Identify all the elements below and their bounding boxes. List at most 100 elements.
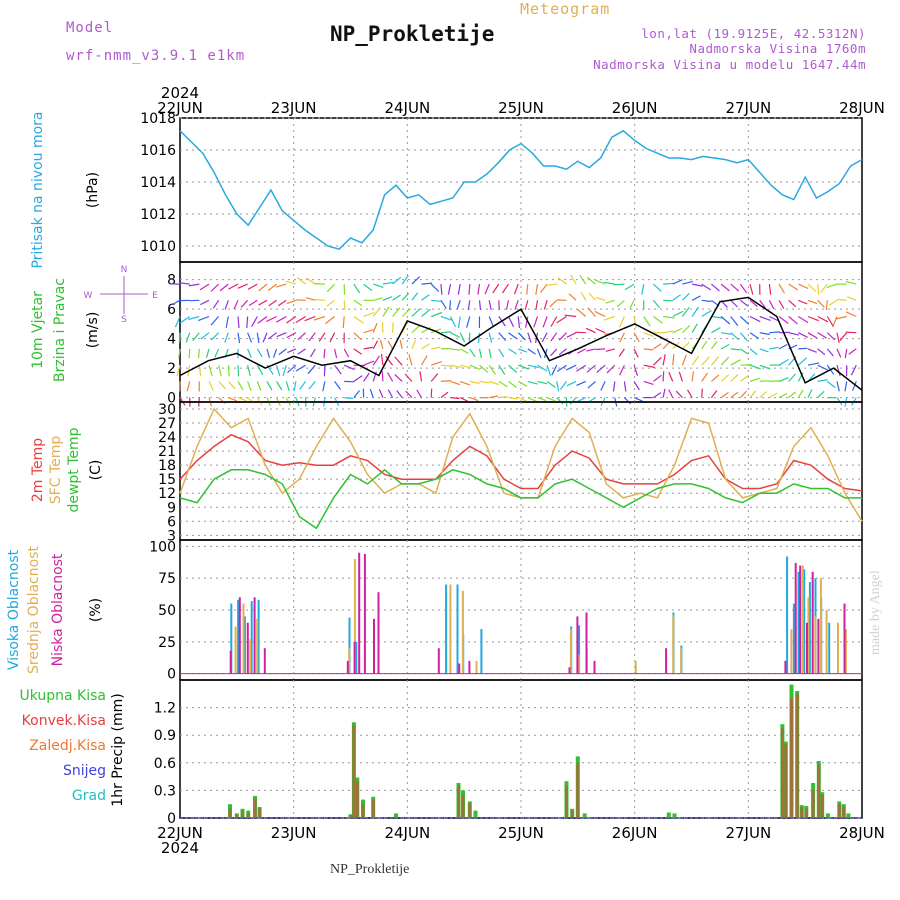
precip-legend-1: Konvek.Kisa <box>22 713 106 729</box>
wind-vector-mark <box>739 390 748 399</box>
wind-vector-mark <box>778 392 788 399</box>
wind-vector-mark <box>710 390 718 398</box>
wind-vector-mark <box>613 283 625 286</box>
wind-vector-mark <box>585 327 596 334</box>
wind-vector-mark <box>488 332 493 343</box>
wind-vector-mark <box>600 381 606 391</box>
wind-vector-mark <box>457 283 461 295</box>
wind-vector-mark <box>749 377 760 382</box>
elevation-text: Nadmorska Visina 1760m <box>689 41 866 56</box>
wind-vector-mark <box>749 332 760 339</box>
wind-vector-mark <box>459 332 466 343</box>
cloud-bar <box>808 582 811 674</box>
wind-vector-mark <box>373 297 383 301</box>
wind-vector-mark <box>208 365 213 377</box>
wind-vector-mark <box>624 283 635 291</box>
wind-vector-mark <box>251 316 258 327</box>
precip-bar <box>371 799 375 818</box>
wind-vector-mark <box>533 316 539 328</box>
wind-vector-mark <box>633 381 640 391</box>
cloud-bar <box>348 617 351 674</box>
wind-vector-mark <box>527 397 537 402</box>
wind-vector-mark <box>256 381 262 392</box>
wind-vector-mark <box>797 372 804 382</box>
cloud-bar <box>665 648 668 674</box>
temperature-tick-label: 30 <box>158 402 176 418</box>
wind-vector-mark <box>363 372 370 382</box>
precip-bar <box>457 785 460 818</box>
wind-vector-mark <box>769 346 779 350</box>
wind-vector-mark <box>633 332 640 343</box>
wind-vector-mark <box>392 294 401 301</box>
wind-vector-mark <box>353 283 361 294</box>
wind-vector-mark <box>828 299 838 307</box>
wind-vector-mark <box>550 332 558 342</box>
cloud-bar <box>585 612 588 674</box>
wind-vector-mark <box>394 356 403 366</box>
precip-legend-4: Grad <box>72 788 106 804</box>
wind-vector-mark <box>595 348 606 351</box>
wind-vector-mark <box>643 316 651 327</box>
wind-vector-mark <box>826 348 834 357</box>
cloud-bar <box>680 648 683 674</box>
wind-vector-mark <box>447 283 452 295</box>
cloud-bar <box>348 648 351 674</box>
wind-vector-mark <box>342 316 345 329</box>
wind-vector-mark <box>527 364 539 369</box>
precip-bar <box>666 812 671 818</box>
cloud-bar <box>237 599 240 674</box>
wind-vector-mark <box>421 294 430 301</box>
wind-vector-mark <box>247 332 253 343</box>
wind-vector-mark <box>580 291 587 301</box>
wind-vector-mark <box>237 397 247 402</box>
wind-vector-mark <box>210 316 220 326</box>
cloud-bar <box>577 654 580 674</box>
wind-vector-mark <box>299 381 307 390</box>
wind-vector-mark <box>836 381 840 392</box>
wind-vector-mark <box>214 348 220 358</box>
wind-vector-mark <box>266 381 273 391</box>
model-label: Model <box>66 20 114 36</box>
wind-vector-mark <box>565 364 577 371</box>
wind-vector-mark <box>199 283 210 291</box>
wind-vector-mark <box>844 348 848 359</box>
wind-vector-mark <box>749 348 758 356</box>
wind-vector-mark <box>663 282 674 285</box>
wind-vector-mark <box>525 316 529 328</box>
precip-bar <box>461 795 465 818</box>
wind-vector-mark <box>479 380 490 384</box>
wind-vector-mark <box>691 295 701 301</box>
wind-vector-mark <box>308 381 316 390</box>
wind-vector-mark <box>675 390 683 399</box>
wind-vector-mark <box>612 381 616 392</box>
wind-vector-mark <box>711 315 723 319</box>
wind-vector-mark <box>798 283 809 290</box>
wind-vector-mark <box>431 346 441 350</box>
wind-vector-mark <box>587 307 596 317</box>
precip-bar <box>576 762 580 818</box>
wind-vector-mark <box>546 397 556 402</box>
wind-vector-mark <box>662 388 666 398</box>
wind-vector-mark <box>606 364 616 374</box>
precip-bar <box>817 764 821 818</box>
cloud-bar <box>634 660 637 674</box>
wind-vector-mark <box>416 389 423 398</box>
wind-vector-mark <box>450 380 461 386</box>
wind-vector-mark <box>568 293 577 301</box>
page-title: NP_Prokletije <box>330 22 495 46</box>
wind-vector-mark <box>641 283 645 295</box>
dewpt-axis-label: dewpt Temp <box>66 427 82 512</box>
precip-bar <box>258 808 262 818</box>
wind-vector-mark <box>369 388 374 398</box>
footer-location: NP_Prokletije <box>330 862 410 877</box>
wind-vector-mark <box>179 282 190 285</box>
wind-vector-mark <box>382 281 394 285</box>
wind-unit-label: (m/s) <box>85 312 101 349</box>
wind-vector-mark <box>643 364 655 369</box>
pressure-unit-label: (hPa) <box>85 172 101 208</box>
cloud-bar <box>256 618 259 674</box>
wind-vector-mark <box>807 362 820 366</box>
precip-legend-2: Zaledj.Kisa <box>29 738 106 754</box>
mid-cloud-label: Srednja Oblacnost <box>26 546 42 674</box>
wind-vector-mark <box>788 283 799 291</box>
